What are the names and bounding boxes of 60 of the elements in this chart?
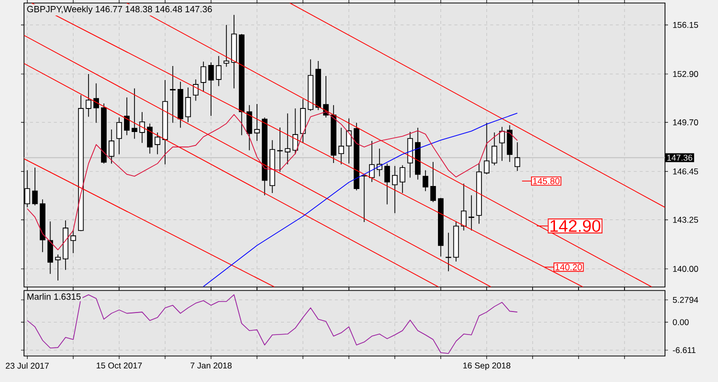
candlestick [154,132,160,155]
candlestick [116,117,122,155]
x-tick-label: 16 Sep 2018 [463,362,510,370]
candlestick [369,140,375,182]
x-tick-label: 23 Jul 2017 [6,362,49,369]
candlestick [468,194,474,231]
candlestick [200,61,206,92]
candlestick [484,122,490,175]
x-tick-label: 15 Oct 2017 [96,362,142,369]
line-series [26,294,518,354]
candlestick [430,162,436,202]
y-tick-label: 0.00 [672,319,689,326]
candlestick [460,183,467,231]
candlestick [422,170,428,192]
candlestick [246,104,252,151]
candlestick [292,108,298,155]
candlestick [499,126,505,162]
candlestick [224,24,230,68]
candlestick [132,88,138,140]
candlestick [208,62,214,116]
candlestick [192,79,199,102]
y-tick-label: 152.90 [673,71,698,77]
y-tick-label: 5.2794 [672,296,698,303]
line-series [202,112,518,287]
candlestick [392,166,398,214]
candlestick [108,129,114,164]
candlestick [384,163,390,205]
y-tick-label: 146.45 [673,168,698,174]
annotation: 140.20 [556,264,582,270]
y-tick-label: 140.00 [673,266,698,272]
y-tick-label: 143.25 [673,216,698,223]
candlestick [346,118,352,164]
y-tick-label: 156.15 [673,22,698,28]
candlestick [47,221,54,274]
candlestick [139,112,145,144]
annotation: 145.80 [533,178,560,184]
candlestick [338,127,344,165]
x-tick-label: 7 Jan 2018 [190,362,232,369]
candlestick [70,229,76,254]
candlestick [170,66,176,124]
candlestick [185,87,191,123]
candlestick [55,254,61,281]
candlestick [32,167,38,206]
candlestick [446,232,452,272]
candlestick [514,142,520,172]
candlestick [146,123,153,154]
ref-line-label: 147.36 [667,154,692,161]
candlestick [216,56,222,86]
y-tick-label: 149.70 [673,119,698,126]
candlestick [124,97,130,136]
y-tick-label: -6.611 [672,347,696,354]
candlestick [400,164,406,194]
candlestick [284,113,290,165]
chart-title: Marlin 1.6315 [27,293,81,300]
candlestick [86,74,92,118]
candlestick [492,132,498,166]
chart-title: GBPJPY,Weekly 146.77 148.38 146.48 147.36 [27,6,212,14]
candlestick [277,127,283,172]
candlestick [254,104,260,142]
annotation: 142.90 [550,220,600,232]
